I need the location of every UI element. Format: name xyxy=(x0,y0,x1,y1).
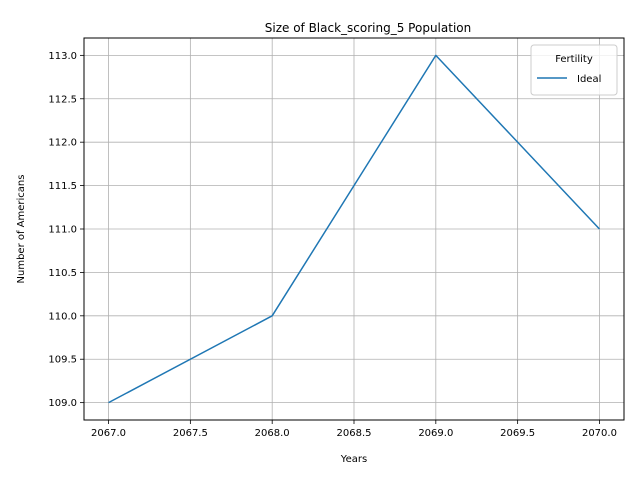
series-group xyxy=(108,54,601,404)
y-tick-label: 113.0 xyxy=(48,51,77,62)
y-tick-label: 112.0 xyxy=(48,138,77,149)
x-tick-label: 2070.0 xyxy=(582,428,617,439)
x-tick-label: 2069.0 xyxy=(418,428,453,439)
x-tick-label: 2067.0 xyxy=(91,428,126,439)
y-axis-ticks: 109.0 109.5 110.0 110.5 111.0 111.5 112.0 112.5… xyxy=(48,51,84,409)
legend-title: Fertility xyxy=(555,54,593,65)
legend: Fertility Ideal xyxy=(530,44,618,96)
series-line-ideal xyxy=(108,54,601,404)
y-tick-label: 109.5 xyxy=(48,355,77,366)
legend-label-ideal: Ideal xyxy=(577,74,601,85)
y-tick-label: 111.5 xyxy=(48,181,77,192)
y-axis-label: Number of Americans xyxy=(16,175,27,284)
y-tick-label: 112.5 xyxy=(48,94,77,105)
legend-box xyxy=(530,44,618,96)
x-tick-label: 2069.5 xyxy=(500,428,535,439)
y-tick-label: 110.0 xyxy=(48,311,77,322)
x-axis-ticks: 2067.0 2067.5 2068.0 2068.5 2069.0 2069.5 2070… xyxy=(91,420,617,439)
x-tick-label: 2068.5 xyxy=(337,428,372,439)
y-tick-label: 110.5 xyxy=(48,268,77,279)
x-tick-label: 2067.5 xyxy=(173,428,208,439)
x-tick-label: 2068.0 xyxy=(255,428,290,439)
y-tick-label: 111.0 xyxy=(48,225,77,236)
y-tick-label: 109.0 xyxy=(48,398,77,409)
x-axis-label: Years xyxy=(340,454,367,465)
chart-title: Size of Black_scoring_5 Population xyxy=(265,21,471,35)
